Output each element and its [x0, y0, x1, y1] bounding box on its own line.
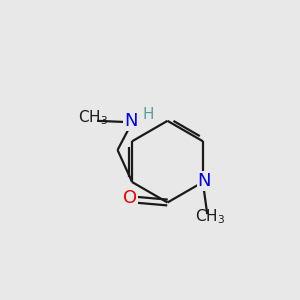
- Text: CH$_3$: CH$_3$: [78, 109, 108, 127]
- Text: O: O: [123, 189, 137, 207]
- Text: CH$_3$: CH$_3$: [195, 208, 225, 226]
- Text: N: N: [124, 112, 137, 130]
- Text: H: H: [142, 107, 154, 122]
- Text: N: N: [198, 172, 211, 190]
